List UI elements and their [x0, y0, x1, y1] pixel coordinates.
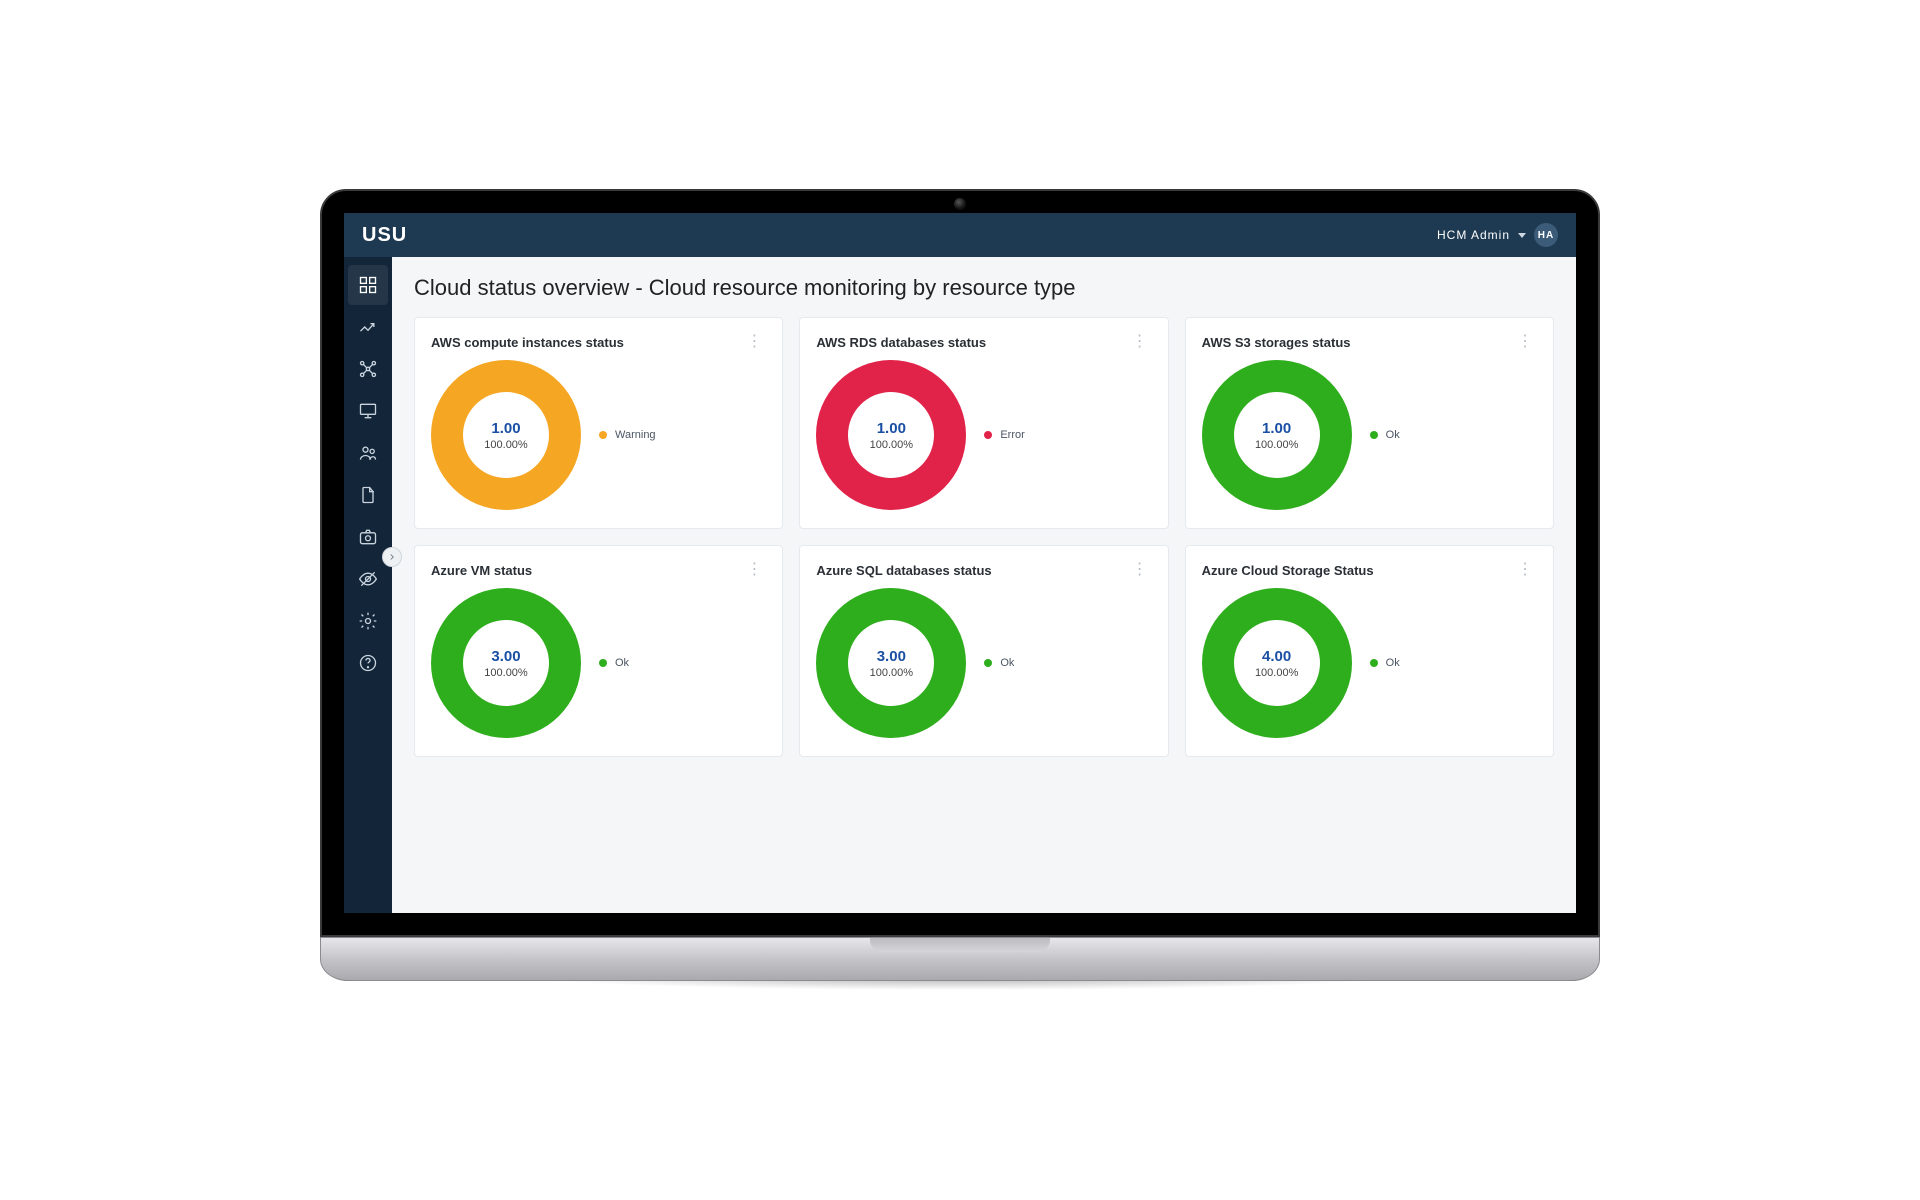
- camera-icon: [358, 527, 378, 547]
- card-title: Azure VM status: [431, 563, 742, 578]
- legend-item: Ok: [1370, 429, 1400, 441]
- sidebar-item-inventory[interactable]: [348, 391, 388, 431]
- legend-label: Ok: [615, 657, 629, 669]
- sidebar-item-archive[interactable]: [348, 517, 388, 557]
- legend-label: Ok: [1386, 657, 1400, 669]
- sidebar-item-network[interactable]: [348, 349, 388, 389]
- legend-item: Ok: [1370, 657, 1400, 669]
- sidebar-item-analytics[interactable]: [348, 307, 388, 347]
- help-icon: [358, 653, 378, 673]
- monitor-icon: [358, 401, 378, 421]
- donut-chart: 3.00 100.00%: [816, 588, 966, 738]
- sidebar-item-help[interactable]: [348, 643, 388, 683]
- donut-percent: 100.00%: [1255, 439, 1298, 451]
- donut-value: 1.00: [877, 420, 906, 437]
- donut-percent: 100.00%: [484, 439, 527, 451]
- donut-percent: 100.00%: [870, 667, 913, 679]
- donut-value: 4.00: [1262, 648, 1291, 665]
- legend-dot-icon: [984, 431, 992, 439]
- card-menu-button[interactable]: ⋮: [742, 560, 766, 580]
- document-icon: [358, 485, 378, 505]
- legend-label: Warning: [615, 429, 656, 441]
- sidebar: [344, 257, 392, 913]
- legend-dot-icon: [984, 659, 992, 667]
- brand-logo[interactable]: USU: [362, 224, 407, 247]
- sidebar-item-dashboard[interactable]: [348, 265, 388, 305]
- donut-chart: 3.00 100.00%: [431, 588, 581, 738]
- chevron-down-icon: [1518, 233, 1526, 238]
- donut-percent: 100.00%: [1255, 667, 1298, 679]
- legend-dot-icon: [1370, 431, 1378, 439]
- avatar: HA: [1534, 223, 1558, 247]
- card-title: AWS RDS databases status: [816, 335, 1127, 350]
- card-title: Azure Cloud Storage Status: [1202, 563, 1513, 578]
- network-icon: [358, 359, 378, 379]
- sidebar-expand-button[interactable]: [382, 547, 402, 567]
- sidebar-item-documents[interactable]: [348, 475, 388, 515]
- topbar: USU HCM Admin HA: [344, 213, 1576, 257]
- status-card: AWS compute instances status ⋮ 1.00 100.…: [414, 317, 783, 529]
- legend-item: Ok: [599, 657, 629, 669]
- card-menu-button[interactable]: ⋮: [1128, 560, 1152, 580]
- card-title: Azure SQL databases status: [816, 563, 1127, 578]
- sidebar-item-users[interactable]: [348, 433, 388, 473]
- user-label: HCM Admin: [1437, 228, 1510, 242]
- donut-chart: 1.00 100.00%: [431, 360, 581, 510]
- status-card: Azure VM status ⋮ 3.00 100.00% Ok: [414, 545, 783, 757]
- card-menu-button[interactable]: ⋮: [1128, 332, 1152, 352]
- laptop-bezel: USU HCM Admin HA: [320, 189, 1600, 937]
- eye-off-icon: [358, 569, 378, 589]
- donut-value: 3.00: [491, 648, 520, 665]
- chart-icon: [358, 317, 378, 337]
- dashboard-icon: [358, 275, 378, 295]
- donut-percent: 100.00%: [484, 667, 527, 679]
- legend-dot-icon: [1370, 659, 1378, 667]
- status-card: AWS RDS databases status ⋮ 1.00 100.00% …: [799, 317, 1168, 529]
- app-screen: USU HCM Admin HA: [344, 213, 1576, 913]
- card-menu-button[interactable]: ⋮: [1513, 332, 1537, 352]
- legend-item: Warning: [599, 429, 656, 441]
- card-grid: AWS compute instances status ⋮ 1.00 100.…: [414, 317, 1554, 757]
- donut-chart: 1.00 100.00%: [816, 360, 966, 510]
- status-card: Azure SQL databases status ⋮ 3.00 100.00…: [799, 545, 1168, 757]
- donut-chart: 4.00 100.00%: [1202, 588, 1352, 738]
- legend-item: Error: [984, 429, 1024, 441]
- laptop-frame: USU HCM Admin HA: [320, 189, 1600, 1011]
- donut-value: 1.00: [491, 420, 520, 437]
- status-card: Azure Cloud Storage Status ⋮ 4.00 100.00…: [1185, 545, 1554, 757]
- donut-value: 3.00: [877, 648, 906, 665]
- gear-icon: [358, 611, 378, 631]
- laptop-camera: [954, 198, 966, 210]
- donut-value: 1.00: [1262, 420, 1291, 437]
- sidebar-item-visibility[interactable]: [348, 559, 388, 599]
- page-title: Cloud status overview - Cloud resource m…: [414, 275, 1554, 301]
- users-icon: [358, 443, 378, 463]
- donut-percent: 100.00%: [870, 439, 913, 451]
- laptop-base: [320, 937, 1600, 981]
- legend-label: Error: [1000, 429, 1024, 441]
- donut-chart: 1.00 100.00%: [1202, 360, 1352, 510]
- legend-item: Ok: [984, 657, 1014, 669]
- legend-dot-icon: [599, 431, 607, 439]
- status-card: AWS S3 storages status ⋮ 1.00 100.00% Ok: [1185, 317, 1554, 529]
- legend-label: Ok: [1000, 657, 1014, 669]
- card-title: AWS S3 storages status: [1202, 335, 1513, 350]
- main-content: Cloud status overview - Cloud resource m…: [392, 257, 1576, 913]
- user-menu[interactable]: HCM Admin HA: [1437, 223, 1558, 247]
- card-title: AWS compute instances status: [431, 335, 742, 350]
- card-menu-button[interactable]: ⋮: [742, 332, 766, 352]
- chevron-right-icon: [387, 552, 397, 562]
- legend-label: Ok: [1386, 429, 1400, 441]
- card-menu-button[interactable]: ⋮: [1513, 560, 1537, 580]
- legend-dot-icon: [599, 659, 607, 667]
- sidebar-item-settings[interactable]: [348, 601, 388, 641]
